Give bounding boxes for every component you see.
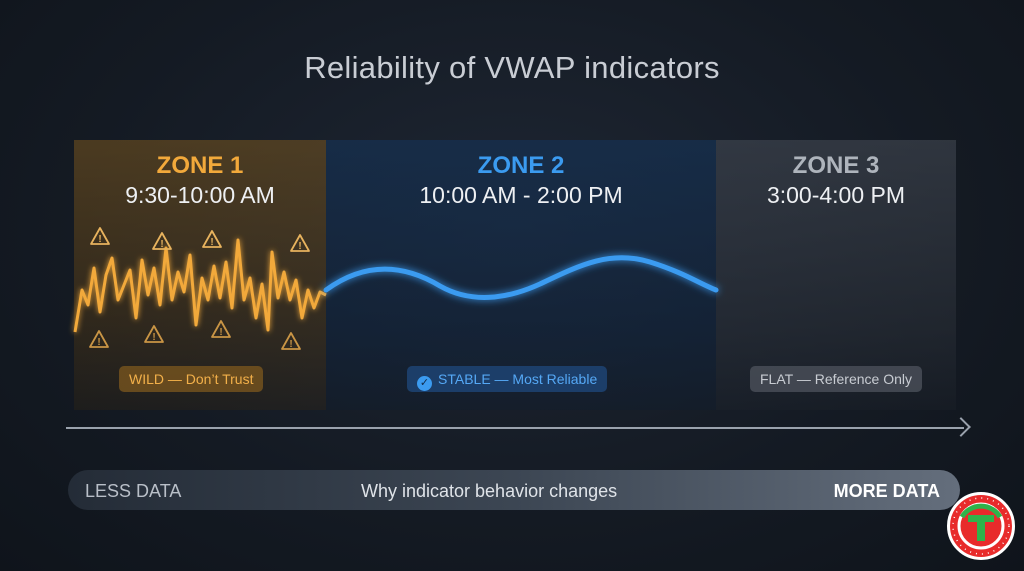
warning-triangle-icon: ! bbox=[202, 230, 222, 248]
warning-triangle-icon: ! bbox=[152, 232, 172, 250]
warning-triangle-icon: ! bbox=[211, 320, 231, 338]
page-title: Reliability of VWAP indicators bbox=[304, 50, 720, 85]
svg-text:!: ! bbox=[160, 239, 163, 250]
zone-1-badge: WILD — Don’t Trust bbox=[119, 366, 264, 392]
zone-1-time: 9:30-10:00 AM bbox=[125, 182, 275, 208]
svg-text:!: ! bbox=[289, 339, 292, 350]
zone-3-time: 3:00-4:00 PM bbox=[766, 182, 906, 208]
zone-2-badge: ✓ STABLE — Most Reliable bbox=[407, 366, 608, 392]
warning-triangle-icon: ! bbox=[144, 325, 164, 343]
svg-text:!: ! bbox=[152, 332, 155, 343]
zone-2-smooth-line bbox=[323, 255, 719, 300]
svg-text:!: ! bbox=[298, 241, 301, 252]
zone-3-panel: ZONE 3 3:00-4:00 PM FLAT — Reference Onl… bbox=[716, 140, 956, 410]
svg-text:!: ! bbox=[98, 234, 101, 245]
zone-2-badge-label: STABLE — Most Reliable bbox=[438, 371, 598, 387]
zone-3-badge: FLAT — Reference Only bbox=[750, 366, 922, 392]
zone-2-name: ZONE 2 bbox=[477, 152, 565, 179]
svg-text:!: ! bbox=[219, 327, 222, 338]
zone-2-panel: ZONE 2 10:00 AM - 2:00 PM ✓ STABLE — Most… bbox=[326, 140, 716, 410]
warning-triangle-icon: ! bbox=[281, 332, 301, 350]
zone-3-name: ZONE 3 bbox=[792, 152, 880, 179]
warning-triangle-icon: ! bbox=[89, 330, 109, 348]
svg-text:!: ! bbox=[210, 237, 213, 248]
zone-1-name: ZONE 1 bbox=[156, 152, 244, 179]
bar-middle-label: Why indicator behavior changes bbox=[361, 481, 618, 501]
svg-text:!: ! bbox=[97, 337, 100, 348]
zone-2-time: 10:00 AM - 2:00 PM bbox=[419, 182, 623, 208]
check-circle-icon: ✓ bbox=[417, 376, 432, 391]
data-gradient-bar: LESS DATA Why indicator behavior changes… bbox=[68, 470, 960, 510]
warning-triangle-icon: ! bbox=[90, 227, 110, 245]
logo-mark bbox=[952, 497, 1010, 555]
bar-right-label: MORE DATA bbox=[833, 481, 940, 501]
warning-triangle-icon: ! bbox=[290, 234, 310, 252]
brand-logo-icon bbox=[947, 492, 1015, 560]
bar-left-label: LESS DATA bbox=[85, 481, 182, 501]
zone-1-volatile-line bbox=[73, 238, 327, 333]
time-axis-line bbox=[66, 427, 964, 429]
